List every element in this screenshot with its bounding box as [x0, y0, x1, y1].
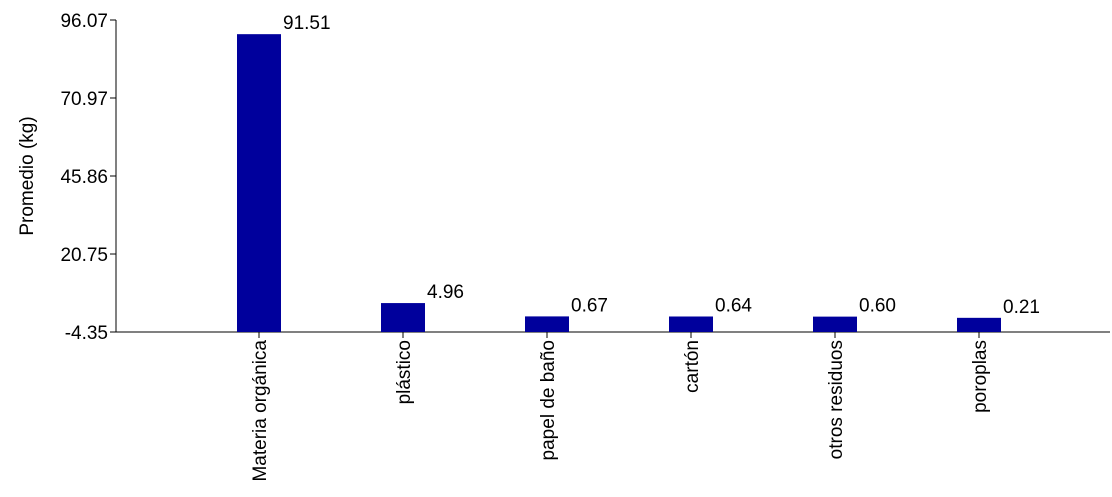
- y-tick-label: -4.35: [65, 323, 108, 344]
- x-tick-label: cartón: [682, 340, 703, 393]
- x-tick-label: Materia orgánica: [250, 340, 271, 482]
- y-tick-label: 45.86: [60, 167, 108, 188]
- y-tick-label: 96.07: [60, 11, 108, 32]
- x-tick-label: papel de baño: [538, 340, 559, 460]
- bar: [525, 316, 569, 332]
- bar: [957, 317, 1001, 332]
- x-tick-label: poroplas: [970, 340, 991, 413]
- bar: [381, 303, 425, 332]
- x-tick-labels: Materia orgánica plástico papel de baño car…: [250, 332, 991, 482]
- y-ticks: 96.07 70.97 45.86 20.75 -4.35: [60, 11, 116, 344]
- data-label: 0.21: [1003, 297, 1040, 318]
- bar: [669, 316, 713, 332]
- data-label: 0.64: [715, 295, 752, 316]
- bars: 91.51 4.96 0.67 0.64 0.60 0.21: [237, 13, 1040, 332]
- y-tick-label: 20.75: [60, 245, 108, 266]
- data-label: 0.60: [859, 296, 896, 317]
- x-tick-label: otros residuos: [826, 340, 847, 459]
- y-tick-label: 70.97: [60, 89, 108, 110]
- bar: [813, 316, 857, 332]
- data-label: 0.67: [571, 295, 608, 316]
- data-label: 91.51: [283, 13, 331, 34]
- x-tick-label: plástico: [394, 340, 415, 404]
- data-label: 4.96: [427, 282, 464, 303]
- bar: [237, 34, 281, 332]
- y-axis-label: Promedio (kg): [17, 116, 38, 235]
